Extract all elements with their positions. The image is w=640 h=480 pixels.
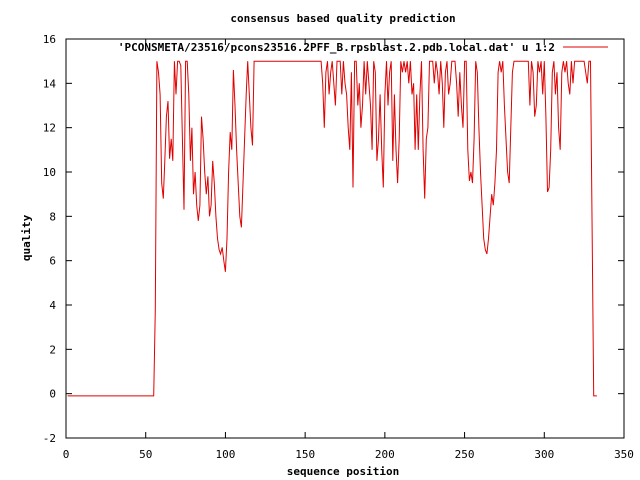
y-tick-label: 2 xyxy=(49,343,56,356)
y-tick-label: 12 xyxy=(43,122,56,135)
x-tick-label: 350 xyxy=(614,448,634,461)
y-tick-label: 14 xyxy=(43,77,57,90)
x-axis-label: sequence position xyxy=(287,465,400,478)
y-tick-label: 10 xyxy=(43,166,56,179)
plot-area: -2 0 2 4 6 8 10 12 14 16 0 50 100 150 200 250 300 350 xyxy=(43,33,634,461)
y-tick-label: 8 xyxy=(49,210,56,223)
legend-label: 'PCONSMETA/23516/pcons23516.2PFF_B.rpsbl… xyxy=(118,41,555,54)
y-tick-label: 6 xyxy=(49,255,56,268)
y-tick-label: -2 xyxy=(43,432,56,445)
x-tick-label: 200 xyxy=(375,448,395,461)
chart-title: consensus based quality prediction xyxy=(230,12,455,25)
x-tick-label: 100 xyxy=(215,448,235,461)
series-line-quality xyxy=(67,60,597,397)
x-tick-label: 0 xyxy=(63,448,70,461)
x-tick-label: 300 xyxy=(534,448,554,461)
y-tick-label: 4 xyxy=(49,299,56,312)
y-axis-label: quality xyxy=(20,214,33,261)
y-tick-label: 0 xyxy=(49,388,56,401)
plot-frame xyxy=(65,38,625,439)
y-tick-label: 16 xyxy=(43,33,56,46)
x-tick-label: 250 xyxy=(455,448,475,461)
x-tick-label: 50 xyxy=(139,448,152,461)
legend: 'PCONSMETA/23516/pcons23516.2PFF_B.rpsbl… xyxy=(118,41,608,54)
x-tick-label: 150 xyxy=(295,448,315,461)
